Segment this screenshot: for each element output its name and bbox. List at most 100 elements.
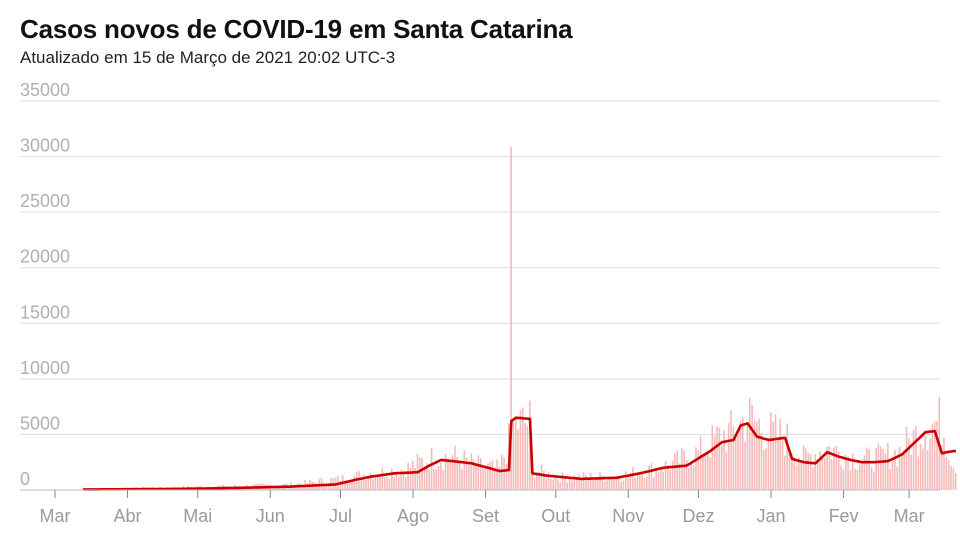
daily-bar	[325, 484, 328, 490]
daily-bar	[620, 481, 622, 490]
daily-bar	[302, 485, 304, 490]
daily-bar	[812, 467, 814, 490]
daily-bar	[751, 405, 753, 490]
daily-bar	[765, 448, 767, 490]
daily-bar	[753, 419, 756, 490]
daily-bar	[828, 446, 831, 490]
x-tick-label: Mai	[183, 506, 212, 526]
daily-bar	[475, 465, 477, 490]
daily-bar	[603, 481, 606, 490]
daily-bar	[402, 470, 405, 490]
daily-bar	[442, 470, 445, 490]
daily-bar	[643, 478, 646, 490]
daily-bar	[353, 475, 356, 490]
daily-bar	[807, 452, 810, 490]
daily-bar	[608, 476, 611, 490]
daily-bar	[699, 436, 702, 490]
daily-bar	[538, 471, 540, 490]
daily-bar	[903, 453, 906, 490]
daily-bar	[451, 455, 454, 490]
daily-bar	[543, 470, 545, 490]
daily-bar	[449, 459, 452, 490]
y-tick-label: 0	[20, 469, 30, 489]
daily-bar	[412, 460, 414, 490]
daily-bar	[395, 471, 398, 490]
daily-bar	[568, 478, 571, 490]
daily-bar	[388, 478, 391, 490]
daily-bar	[863, 455, 866, 490]
daily-bar	[613, 477, 615, 490]
x-tick-label: Dez	[682, 506, 714, 526]
daily-bar	[784, 455, 786, 490]
daily-bar	[477, 455, 480, 490]
daily-bar	[713, 435, 716, 490]
daily-bar	[468, 461, 470, 490]
daily-bar	[606, 480, 608, 490]
daily-bar	[545, 478, 547, 490]
daily-bar	[440, 462, 442, 490]
x-tick-label: Jun	[256, 506, 285, 526]
daily-bar	[748, 398, 751, 490]
chart-subtitle: Atualizado em 15 de Março de 2021 20:02 …	[20, 48, 396, 67]
daily-bar	[629, 472, 632, 490]
daily-bar	[407, 463, 409, 490]
daily-bar	[767, 437, 770, 490]
daily-bar	[479, 458, 482, 490]
daily-bar	[559, 482, 562, 490]
daily-bar	[601, 475, 604, 490]
x-axis: Mar Abr Mai Jun Jul Ago Set Out Nov Dez Jan Fev Mar	[20, 489, 940, 526]
daily-bar	[496, 459, 498, 490]
daily-bar	[653, 477, 655, 490]
daily-bar	[526, 425, 529, 490]
daily-bar	[580, 479, 583, 490]
daily-bar	[631, 467, 634, 490]
daily-bar	[877, 443, 880, 490]
daily-bar	[791, 454, 793, 490]
daily-bar	[882, 448, 884, 490]
daily-bar	[641, 472, 643, 490]
daily-bar	[777, 437, 779, 490]
daily-bar	[905, 426, 908, 490]
daily-bar	[732, 426, 735, 490]
daily-bar	[423, 466, 426, 490]
daily-bar	[821, 456, 824, 490]
daily-bar	[610, 479, 613, 490]
y-tick-label: 5000	[20, 413, 60, 433]
daily-bar	[589, 473, 592, 490]
daily-bar	[557, 479, 559, 490]
daily-bar	[435, 469, 438, 490]
daily-bar	[82, 488, 84, 490]
daily-bar	[720, 445, 723, 490]
daily-bar	[868, 449, 870, 490]
daily-bar	[587, 477, 590, 490]
daily-bar	[374, 474, 377, 490]
daily-bar	[835, 445, 838, 490]
daily-bar	[798, 457, 800, 490]
y-tick-label: 15000	[20, 302, 70, 322]
daily-bar	[688, 468, 690, 490]
y-tick-label: 35000	[20, 80, 70, 100]
daily-bar	[940, 445, 943, 490]
daily-bar	[774, 414, 777, 490]
daily-bar	[842, 468, 845, 490]
daily-bar	[786, 423, 789, 490]
x-tick-label: Jul	[329, 506, 352, 526]
daily-bar	[447, 458, 449, 490]
daily-bar	[596, 477, 599, 490]
daily-bar	[571, 480, 573, 490]
daily-bar	[739, 420, 742, 490]
daily-bar	[458, 460, 461, 490]
daily-bar	[573, 475, 576, 490]
daily-bar	[788, 448, 791, 490]
daily-bar	[702, 457, 704, 490]
daily-bar	[741, 417, 744, 490]
daily-bar	[730, 410, 732, 490]
daily-bar	[636, 473, 639, 490]
y-tick-label: 20000	[20, 247, 70, 267]
daily-bar	[837, 452, 840, 490]
daily-bar	[430, 447, 433, 490]
daily-bar	[454, 445, 456, 490]
daily-bar	[437, 466, 440, 490]
daily-bar	[861, 462, 863, 490]
